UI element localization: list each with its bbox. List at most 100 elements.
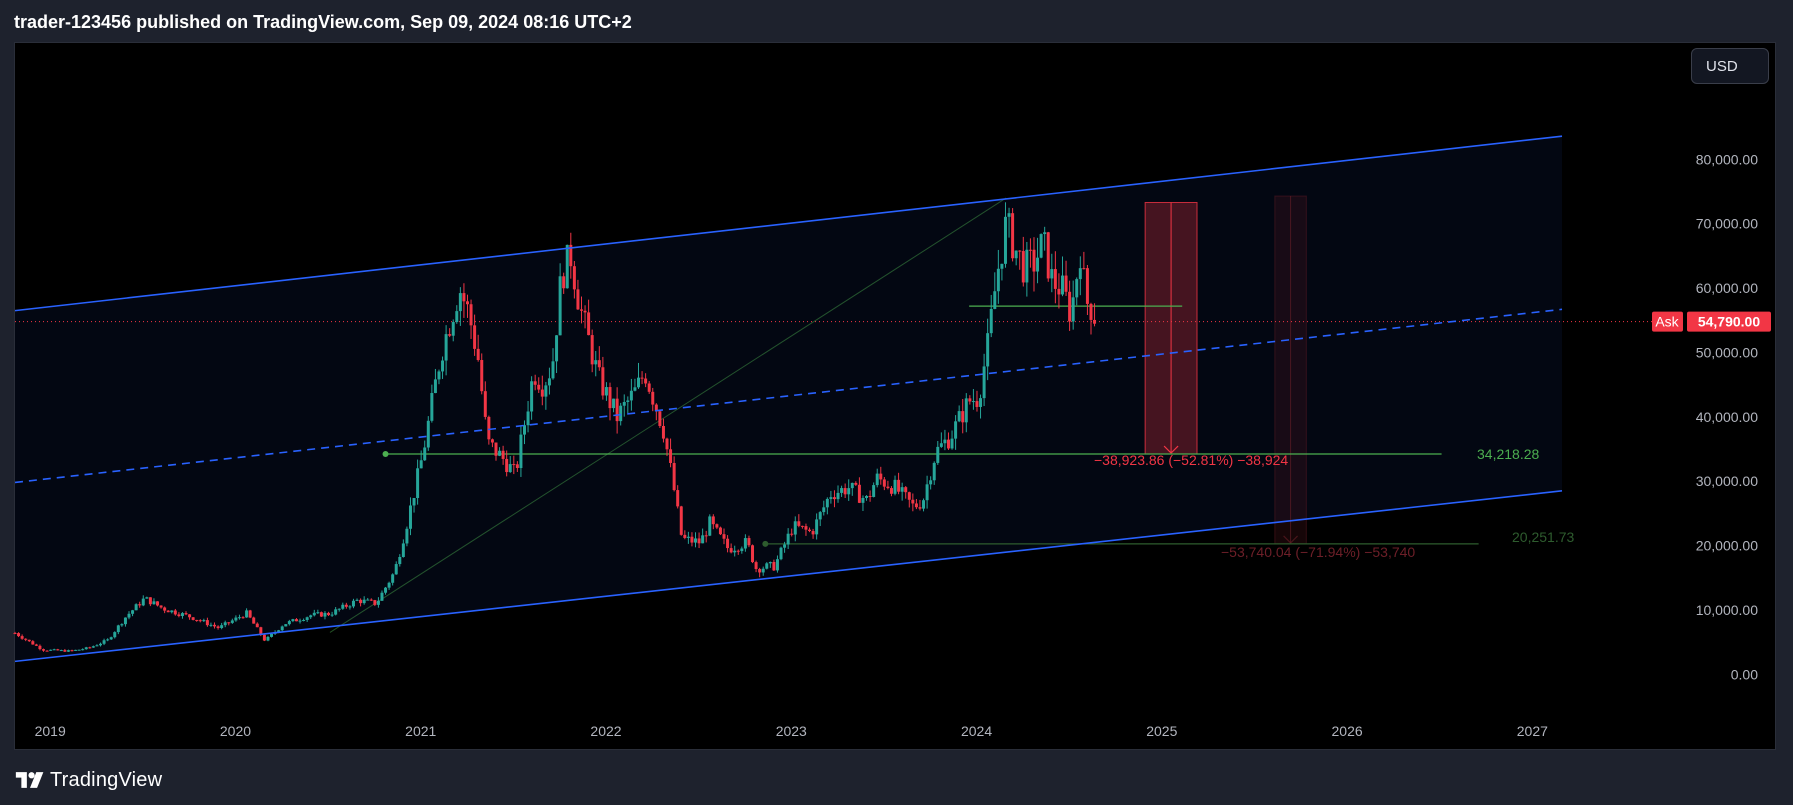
candle-body bbox=[579, 309, 583, 311]
candle-body bbox=[815, 519, 819, 535]
candle-body bbox=[202, 620, 206, 622]
candle-body bbox=[587, 312, 591, 336]
candle-body bbox=[81, 649, 85, 651]
candle-body bbox=[747, 538, 751, 546]
candle-body bbox=[647, 383, 651, 392]
y-tick-label: 30,000.00 bbox=[1696, 473, 1758, 489]
y-tick-label: 50,000.00 bbox=[1696, 344, 1758, 360]
candle-body bbox=[743, 538, 747, 549]
candle-body bbox=[195, 619, 199, 621]
candle-body bbox=[52, 649, 56, 651]
candle-body bbox=[462, 293, 466, 302]
candle-body bbox=[405, 528, 409, 544]
candle-body bbox=[38, 645, 42, 650]
candle-body bbox=[234, 617, 238, 621]
candle-body bbox=[558, 276, 562, 336]
candle-body bbox=[156, 601, 160, 606]
candle-body bbox=[825, 498, 829, 508]
candle-body bbox=[804, 526, 808, 530]
candle-body bbox=[672, 463, 676, 491]
trend-line bbox=[329, 197, 1007, 633]
candle-body bbox=[982, 366, 986, 399]
candle-body bbox=[412, 498, 416, 506]
candlesticks bbox=[13, 202, 1097, 652]
candle-body bbox=[800, 525, 804, 527]
candle-body bbox=[1003, 216, 1007, 264]
candle-body bbox=[594, 360, 598, 365]
tradingview-logo-icon bbox=[15, 772, 44, 788]
candle-body bbox=[690, 536, 694, 543]
candle-body bbox=[56, 649, 60, 651]
footer-brand[interactable]: TradingView bbox=[14, 766, 162, 794]
candle-body bbox=[547, 378, 551, 386]
candle-body bbox=[237, 617, 241, 619]
candle-body bbox=[20, 636, 24, 639]
candle-body bbox=[380, 592, 384, 601]
candle-body bbox=[622, 402, 626, 406]
chart-area[interactable] bbox=[14, 42, 1776, 750]
candle-body bbox=[701, 535, 705, 544]
candle-body bbox=[562, 276, 566, 289]
candle-body bbox=[857, 484, 861, 503]
candle-body bbox=[490, 439, 494, 443]
candle-body bbox=[252, 617, 256, 624]
candle-body bbox=[127, 613, 131, 618]
candle-body bbox=[872, 485, 876, 497]
candle-body bbox=[629, 390, 633, 401]
candle-body bbox=[170, 610, 174, 613]
candle-body bbox=[465, 301, 469, 305]
candle-body bbox=[305, 617, 309, 620]
candle-body bbox=[708, 516, 712, 536]
candle-body bbox=[576, 289, 580, 310]
candle-body bbox=[950, 438, 954, 449]
candle-body bbox=[1032, 249, 1036, 272]
candle-body bbox=[131, 610, 135, 614]
measure-arrow-head bbox=[1163, 445, 1179, 454]
candle-body bbox=[159, 605, 163, 608]
currency-button[interactable]: USD bbox=[1691, 48, 1769, 84]
candle-body bbox=[882, 479, 886, 487]
candle-body bbox=[736, 550, 740, 552]
candle-body bbox=[351, 600, 355, 607]
candle-body bbox=[455, 311, 459, 323]
candle-body bbox=[184, 613, 188, 615]
candle-body bbox=[398, 556, 402, 565]
brand-name: TradingView bbox=[50, 768, 163, 791]
candle-body bbox=[679, 506, 683, 535]
support-line-anchor bbox=[382, 451, 389, 458]
candle-body bbox=[145, 597, 149, 599]
candle-body bbox=[270, 633, 274, 637]
candle-body bbox=[530, 381, 534, 412]
candle-body bbox=[854, 482, 858, 485]
candle-body bbox=[1050, 269, 1054, 279]
candle-body bbox=[608, 387, 612, 409]
candle-body bbox=[433, 379, 437, 394]
candle-body bbox=[63, 650, 67, 652]
candle-body bbox=[961, 411, 965, 423]
candle-body bbox=[348, 606, 352, 608]
candle-body bbox=[669, 449, 673, 464]
candle-body bbox=[394, 564, 398, 575]
candle-body bbox=[754, 562, 758, 570]
candle-body bbox=[957, 411, 961, 422]
candle-body bbox=[148, 597, 152, 605]
x-tick-label: 2019 bbox=[35, 723, 66, 739]
candle-body bbox=[555, 335, 559, 362]
publish-header: trader-123456 published on TradingView.c… bbox=[14, 12, 632, 32]
candle-body bbox=[483, 391, 487, 417]
x-tick-label: 2021 bbox=[405, 723, 436, 739]
x-tick-label: 2026 bbox=[1332, 723, 1363, 739]
x-tick-label: 2020 bbox=[220, 723, 251, 739]
candle-body bbox=[768, 561, 772, 564]
candle-body bbox=[868, 495, 872, 497]
candle-body bbox=[255, 623, 259, 628]
candle-body bbox=[569, 244, 573, 267]
candle-body bbox=[177, 614, 181, 617]
candle-body bbox=[458, 293, 462, 312]
candle-body bbox=[775, 559, 779, 571]
candle-body bbox=[205, 620, 209, 626]
candle-body bbox=[1068, 291, 1072, 322]
candle-body bbox=[302, 619, 306, 621]
candle-body bbox=[772, 561, 776, 571]
